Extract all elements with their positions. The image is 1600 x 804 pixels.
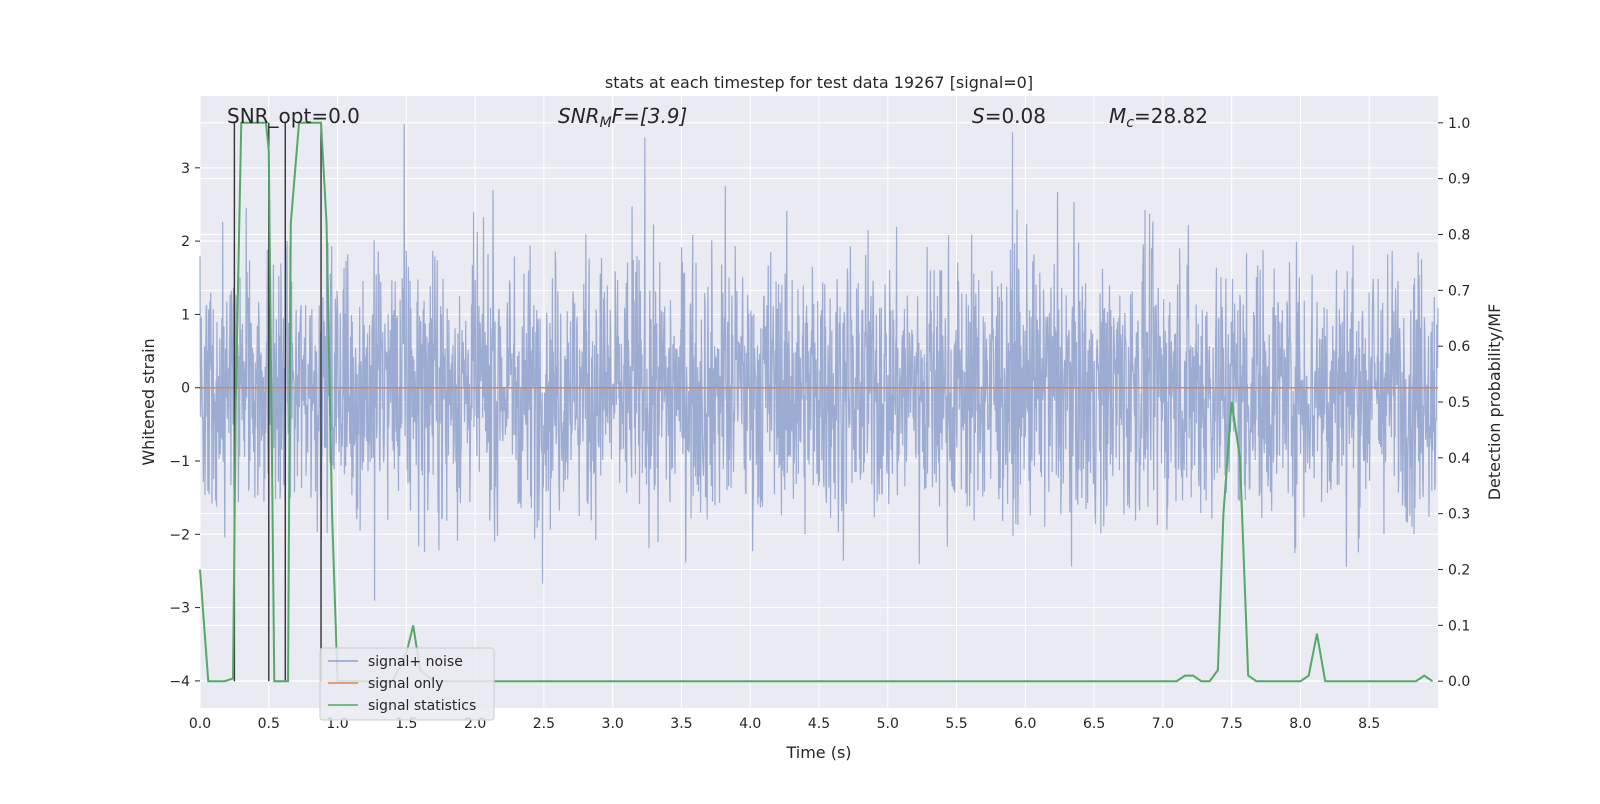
x-tick-label: 8.0 xyxy=(1289,716,1311,732)
y-right-tick-label: 0.5 xyxy=(1448,395,1470,411)
noise-series xyxy=(199,123,1439,601)
y-right-tick-label: 0.4 xyxy=(1448,451,1470,467)
x-tick-label: 2.5 xyxy=(533,716,555,732)
mc-value: =28.82 xyxy=(1134,104,1208,128)
y-left-tick-label: 1 xyxy=(181,307,190,323)
snr-mf-symbol: SNR xyxy=(558,104,600,128)
x-tick-label: 4.5 xyxy=(808,716,830,732)
legend: signal+ noise signal only signal statist… xyxy=(319,647,495,721)
y-left-tick-label: 0 xyxy=(181,381,190,397)
y-right-tick-label: 0.8 xyxy=(1448,227,1470,243)
legend-noise-label: signal+ noise xyxy=(368,654,463,670)
x-tick-label: 8.5 xyxy=(1358,716,1380,732)
noise-trace xyxy=(199,123,1439,601)
x-tick-labels: 0.0 0.5 1.0 1.5 2.0 2.5 3.0 3.5 4.0 4.5 5.0 5.5 6.0 6… xyxy=(189,716,1380,732)
x-tick-label: 6.5 xyxy=(1083,716,1105,732)
s-symbol: S xyxy=(972,104,985,128)
x-tick-label: 3.0 xyxy=(602,716,624,732)
y-left-tick-label: −4 xyxy=(169,674,190,690)
x-tick-label: 3.5 xyxy=(670,716,692,732)
x-tick-label: 0.0 xyxy=(189,716,211,732)
annotation-s: S=0.08 xyxy=(972,104,1046,128)
y-axis-right-label: Detection probability/MF xyxy=(1485,304,1504,501)
y-left-tick-label: −1 xyxy=(169,454,190,470)
x-tick-label: 7.0 xyxy=(1152,716,1174,732)
y-axis-left-label: Whitened strain xyxy=(139,338,158,465)
x-tick-label: 5.0 xyxy=(877,716,899,732)
y-right-tick-label: 0.1 xyxy=(1448,618,1470,634)
y-left-tick-label: 3 xyxy=(181,161,190,177)
y-right-tick-label: 0.2 xyxy=(1448,563,1470,579)
x-axis-label: Time (s) xyxy=(785,743,851,762)
y-left-tick-label: −3 xyxy=(169,601,190,617)
s-value: =0.08 xyxy=(985,104,1046,128)
legend-box xyxy=(319,647,495,721)
x-tick-label: 4.0 xyxy=(739,716,761,732)
y-left-tick-label: 2 xyxy=(181,234,190,250)
annotation-snr-opt: SNR_opt=0.0 xyxy=(227,104,360,128)
y-left-tick-labels: 3 2 1 0 −1 −2 −3 −4 xyxy=(169,161,200,690)
mc-symbol: M xyxy=(1109,104,1126,128)
mc-subscript: c xyxy=(1126,115,1134,131)
legend-signal-label: signal only xyxy=(368,676,443,692)
x-tick-label: 5.5 xyxy=(945,716,967,732)
legend-stats-label: signal statistics xyxy=(368,698,476,714)
y-right-tick-label: 0.3 xyxy=(1448,507,1470,523)
x-tick-label: 0.5 xyxy=(258,716,280,732)
snr-mf-text: F=[3.9] xyxy=(612,104,688,128)
y-right-tick-labels: 1.0 0.9 0.8 0.7 0.6 0.5 0.4 0.3 0.2 0.1 0.0 xyxy=(1438,116,1470,690)
x-tick-label: 6.0 xyxy=(1014,716,1036,732)
x-tick-label: 7.5 xyxy=(1221,716,1243,732)
annotation-mc: Mc=28.82 xyxy=(1109,104,1208,131)
y-right-tick-label: 1.0 xyxy=(1448,116,1470,132)
y-right-tick-label: 0.9 xyxy=(1448,172,1470,188)
y-right-tick-label: 0.0 xyxy=(1448,674,1470,690)
y-right-tick-label: 0.7 xyxy=(1448,283,1470,299)
y-right-tick-label: 0.6 xyxy=(1448,339,1470,355)
annotation-snr-mf: SNRMF=[3.9] xyxy=(558,104,687,131)
y-left-tick-label: −2 xyxy=(169,527,190,543)
snr-mf-subscript: M xyxy=(600,115,612,131)
chart-title: stats at each timestep for test data 192… xyxy=(605,73,1033,92)
